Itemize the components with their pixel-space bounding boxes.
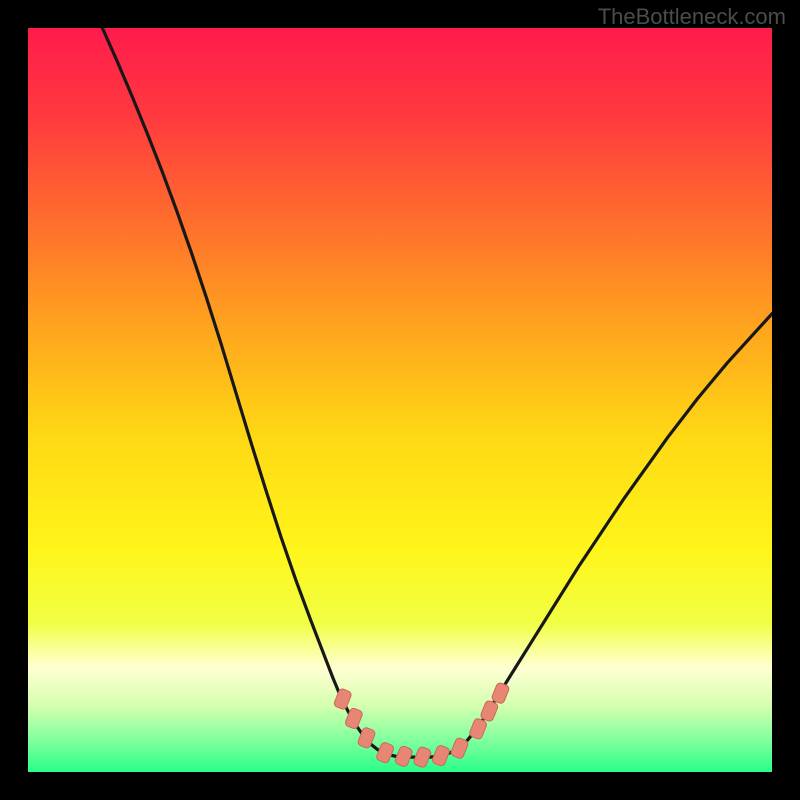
chart-frame: TheBottleneck.com: [0, 0, 800, 800]
bottleneck-curve-plot: [28, 28, 772, 772]
watermark-text: TheBottleneck.com: [598, 4, 786, 30]
gradient-background: [28, 28, 772, 772]
